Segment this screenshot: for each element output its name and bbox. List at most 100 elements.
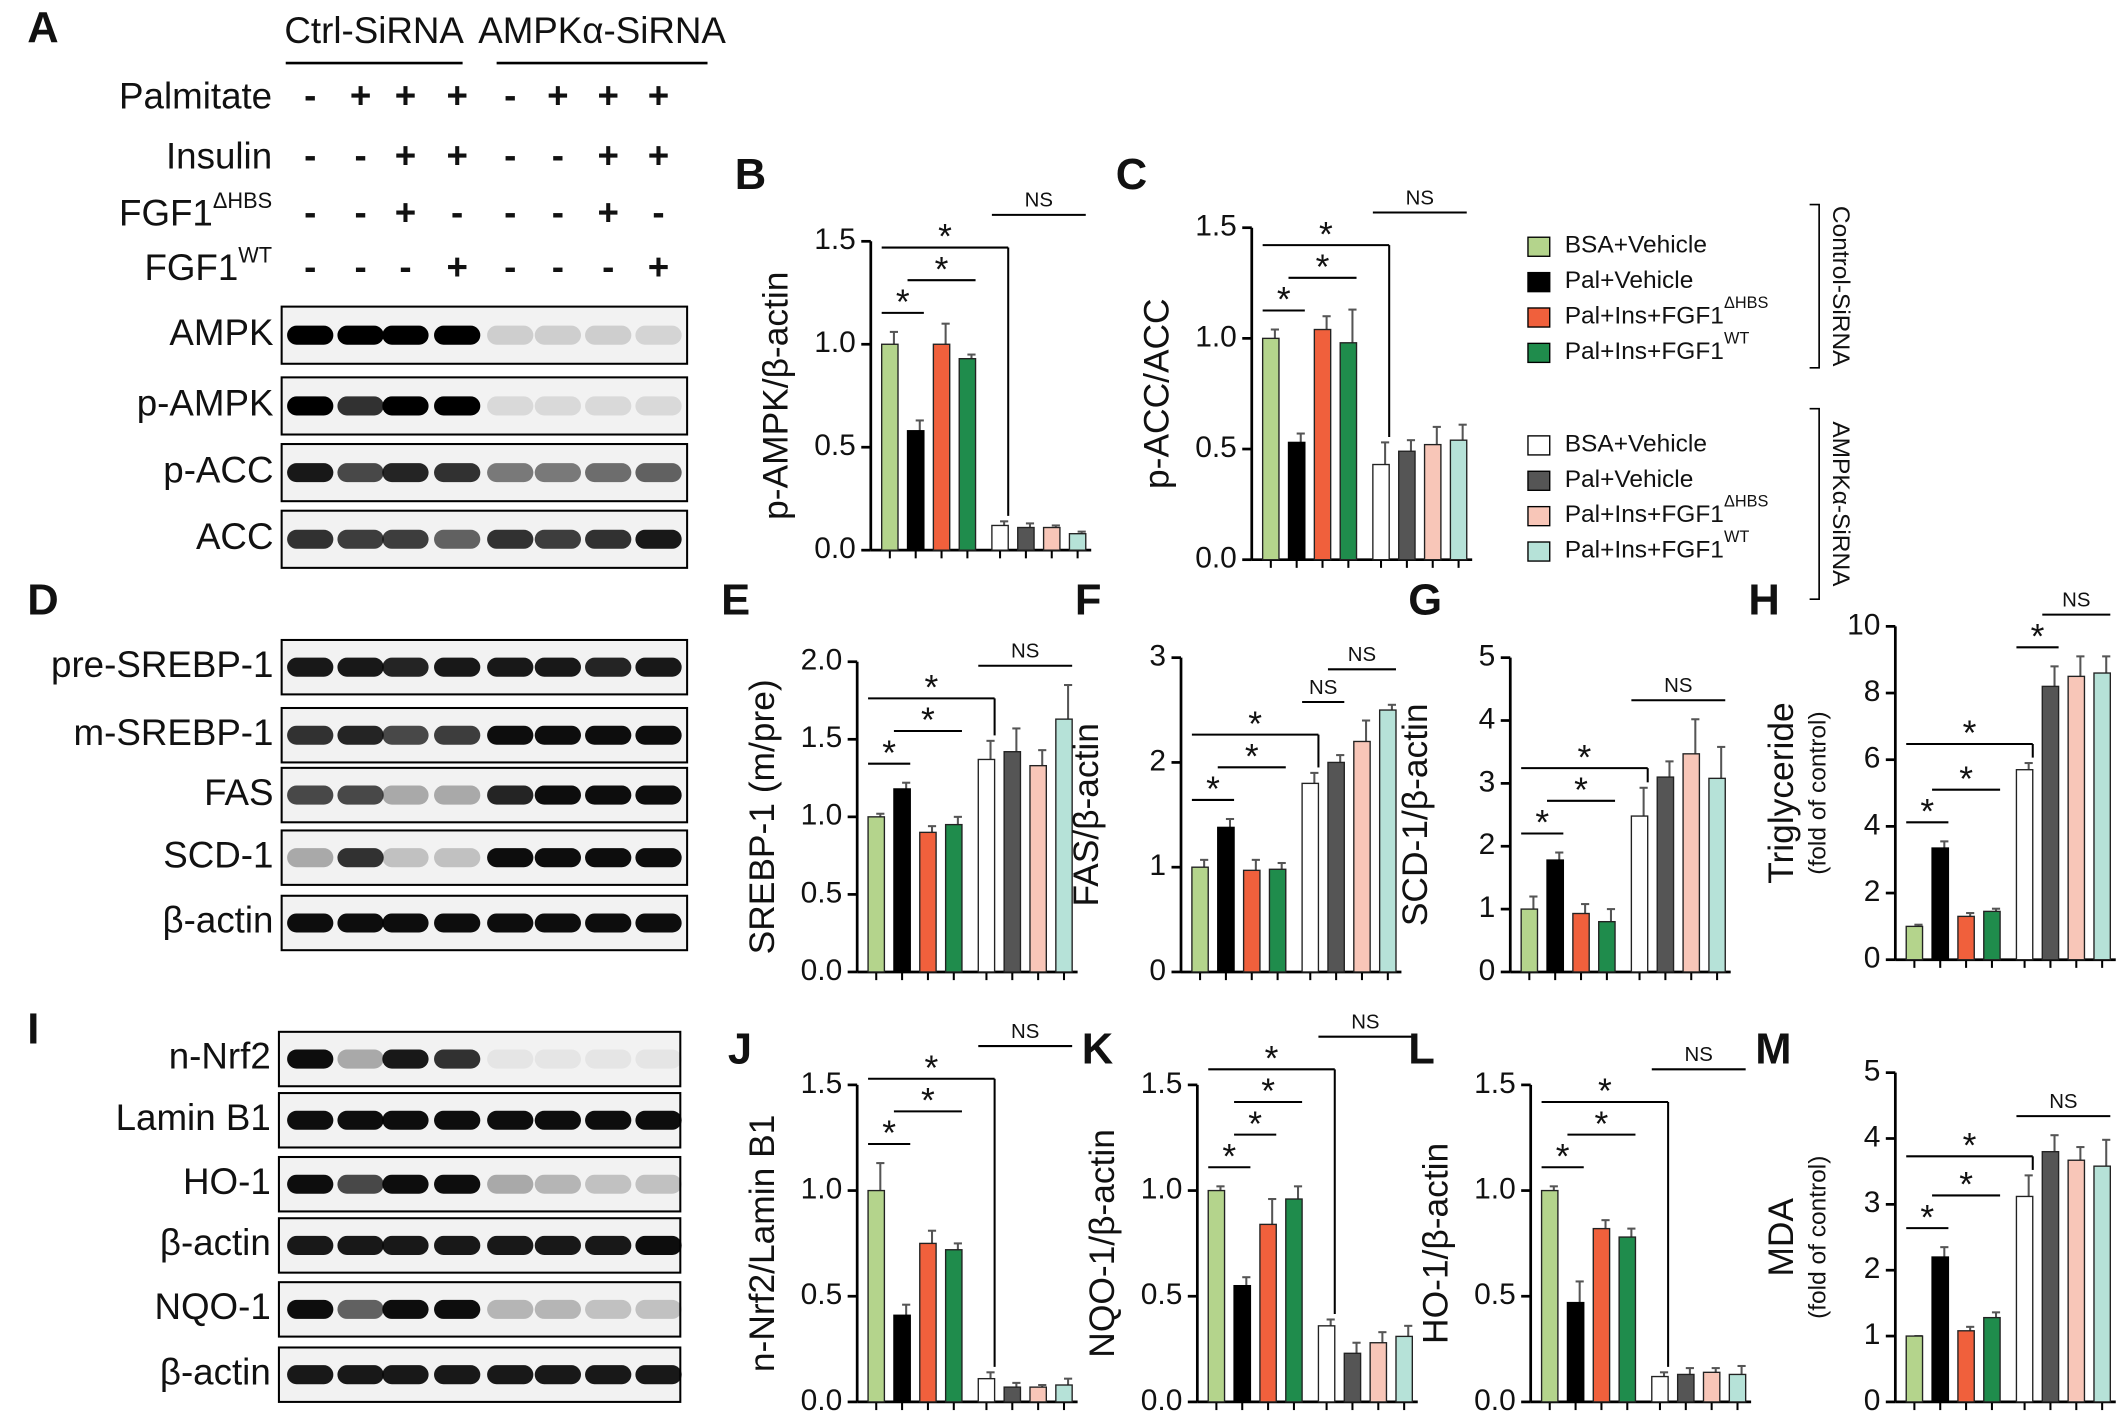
- treatment-sign: -: [304, 192, 316, 233]
- treatment-sign: -: [304, 135, 316, 176]
- y-axis-note: (fold of control): [1805, 711, 1832, 874]
- treatment-sign: -: [304, 75, 316, 116]
- treatment-label-main: Insulin: [166, 135, 272, 176]
- bar: [1395, 1335, 1413, 1403]
- treatment-sign: -: [552, 192, 564, 233]
- bar: [1191, 866, 1209, 973]
- bar: [1983, 1316, 2001, 1403]
- bar: [1905, 1335, 1924, 1403]
- blot-band: [382, 1049, 429, 1069]
- bar: [1398, 450, 1416, 561]
- y-tick-label: 1.0: [1195, 320, 1237, 353]
- legend-label-main: Pal+Ins+FGF1: [1565, 537, 1724, 564]
- bar: [1268, 868, 1287, 973]
- treatment-sign: -: [602, 247, 614, 288]
- legend-group-label: AMPKα-SiRNA: [1827, 421, 1854, 587]
- blot-band: [487, 1365, 534, 1385]
- blot-row-label: FAS: [204, 772, 273, 813]
- y-tick-label: 2: [1864, 1252, 1881, 1285]
- treatment-label-main: Palmitate: [119, 75, 272, 116]
- y-tick-label: 0.0: [801, 954, 843, 987]
- blot-band: [337, 725, 384, 745]
- blot-band: [434, 785, 481, 805]
- bar: [1378, 709, 1397, 973]
- legend-label-sup: WT: [1724, 528, 1749, 546]
- blot-band: [534, 1049, 581, 1069]
- blot-band: [487, 785, 534, 805]
- bar: [1313, 328, 1332, 561]
- blot-band: [287, 325, 334, 345]
- blot-band: [337, 1235, 384, 1255]
- blot-band: [635, 725, 682, 745]
- blot-band: [585, 657, 632, 677]
- bar: [1957, 1330, 1975, 1403]
- treatment-sign: -: [451, 192, 463, 233]
- blot-band: [337, 657, 384, 677]
- y-tick-label: 4: [1479, 702, 1496, 735]
- blot-band: [585, 1235, 632, 1255]
- y-tick-label: 0.0: [814, 532, 856, 565]
- blot-band: [382, 848, 429, 868]
- blot-band: [534, 1365, 581, 1385]
- legend-swatch: [1527, 236, 1551, 257]
- blot-band: [534, 657, 581, 677]
- blot-band: [534, 1110, 581, 1130]
- blot-band: [382, 1235, 429, 1255]
- y-tick-label: 2.0: [801, 644, 843, 677]
- blot-band: [287, 725, 334, 745]
- significance-label: *: [1261, 1072, 1275, 1111]
- blot-band: [534, 529, 581, 549]
- treatment-sign: -: [504, 247, 516, 288]
- bar: [1656, 776, 1675, 973]
- treatment-label-sup: WT: [238, 242, 272, 267]
- treatment-sign: +: [547, 75, 568, 116]
- y-tick-label: 3: [1479, 765, 1496, 798]
- panel-letter: F: [1075, 577, 1102, 625]
- panel-letter: C: [1116, 151, 1147, 199]
- blot-band: [635, 325, 682, 345]
- significance-label: NS: [1011, 1021, 1039, 1043]
- significance-label: *: [924, 1049, 938, 1088]
- blot-row-label: Lamin B1: [116, 1097, 271, 1138]
- blot-band: [635, 785, 682, 805]
- blot-band: [287, 1049, 334, 1069]
- blot-band: [434, 1049, 481, 1069]
- legend-swatch: [1527, 541, 1551, 562]
- treatment-label: Palmitate: [119, 75, 272, 116]
- treatment-sign: +: [648, 247, 669, 288]
- y-axis-label: MDA: [1762, 1198, 1801, 1277]
- bar: [1449, 439, 1468, 561]
- legend-label-sup: ΔHBS: [1724, 493, 1769, 511]
- legend-swatch: [1527, 271, 1551, 293]
- bar: [867, 816, 886, 973]
- treatment-label: FGF1WT: [144, 242, 272, 288]
- significance-label: *: [1319, 215, 1333, 254]
- significance-label: *: [1595, 1105, 1609, 1144]
- blot-band: [382, 1110, 429, 1130]
- blot-band: [382, 657, 429, 677]
- y-axis-label: FAS/β-actin: [1067, 723, 1106, 906]
- significance-label: *: [938, 218, 952, 257]
- blot-band: [487, 529, 534, 549]
- blot-band: [635, 463, 682, 483]
- blot-band: [337, 1299, 384, 1319]
- bar: [880, 343, 899, 551]
- significance-label: *: [1265, 1040, 1279, 1079]
- blot-band: [487, 463, 534, 483]
- bar: [991, 524, 1009, 551]
- treatment-sign: +: [597, 135, 618, 176]
- blot-band: [534, 848, 581, 868]
- blot-band: [487, 848, 534, 868]
- y-tick-label: 3: [1149, 640, 1166, 673]
- bar: [1708, 777, 1726, 973]
- blot-row-label: HO-1: [183, 1161, 271, 1202]
- legend-swatch: [1527, 505, 1551, 527]
- treatment-sign: +: [446, 135, 467, 176]
- bar: [1259, 1223, 1277, 1403]
- significance-label: NS: [1685, 1044, 1713, 1066]
- legend-swatch: [1527, 342, 1551, 364]
- legend-label: BSA+Vehicle: [1565, 431, 1707, 458]
- bar: [1702, 1371, 1721, 1403]
- blot-band: [534, 1235, 581, 1255]
- treatment-sign: -: [304, 247, 316, 288]
